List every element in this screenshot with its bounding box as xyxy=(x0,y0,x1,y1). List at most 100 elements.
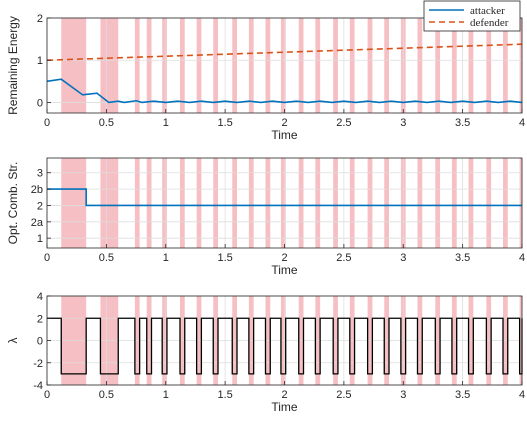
shaded-interval xyxy=(367,158,373,248)
x-tick-label: 2.5 xyxy=(336,389,351,401)
shaded-interval xyxy=(367,18,373,113)
x-tick-label: 2.5 xyxy=(336,117,351,129)
x-tick-label: 0.5 xyxy=(99,252,114,264)
shaded-interval xyxy=(486,18,492,113)
y-tick-label: 0 xyxy=(37,97,43,109)
shaded-interval xyxy=(248,158,254,248)
shaded-interval xyxy=(232,18,237,113)
x-tick-label: 4 xyxy=(519,389,525,401)
y-tick-label: 3 xyxy=(37,168,43,180)
shaded-interval xyxy=(451,18,457,113)
shaded-interval xyxy=(349,158,355,248)
y-axis-label: λ xyxy=(6,338,20,344)
y-tick-label: -2 xyxy=(33,358,43,370)
x-tick-label: 1 xyxy=(163,252,169,264)
shaded-interval xyxy=(134,158,140,248)
shaded-interval xyxy=(519,18,522,113)
x-tick-label: 1.5 xyxy=(217,389,232,401)
shaded-interval xyxy=(519,158,522,248)
x-tick-label: 2 xyxy=(281,252,287,264)
x-tick-label: 0.5 xyxy=(99,389,114,401)
shaded-interval xyxy=(213,158,218,248)
shaded-interval xyxy=(232,158,237,248)
x-tick-label: 3.5 xyxy=(455,117,470,129)
x-tick-label: 3 xyxy=(400,252,406,264)
y-tick-label: 4 xyxy=(37,291,43,303)
y-tick-label: 2b xyxy=(31,184,43,196)
shaded-interval xyxy=(248,18,254,113)
x-tick-label: 0 xyxy=(44,252,50,264)
shaded-interval xyxy=(486,158,492,248)
x-tick-label: 2 xyxy=(281,117,287,129)
legend-label-attacker: attacker xyxy=(470,5,505,17)
shaded-interval xyxy=(61,158,87,248)
shaded-interval xyxy=(417,158,423,248)
x-tick-label: 3 xyxy=(400,389,406,401)
x-axis-label: Time xyxy=(271,400,298,414)
series-line-attacker xyxy=(46,78,523,104)
shaded-interval xyxy=(298,18,304,113)
shaded-interval xyxy=(333,18,338,113)
shaded-interval xyxy=(435,158,441,248)
x-tick-label: 0 xyxy=(44,389,50,401)
shaded-interval xyxy=(61,18,87,113)
x-tick-label: 0 xyxy=(44,117,50,129)
shaded-interval xyxy=(349,18,355,113)
shaded-interval xyxy=(384,158,389,248)
subplot-3: 0 0.5 1 1.5 2 2.5 3 3.5 4 -4 -2 0 2 4 Time λ xyxy=(6,291,525,414)
shaded-interval xyxy=(180,158,185,248)
x-tick-label: 1 xyxy=(163,117,169,129)
shaded-interval xyxy=(162,158,167,248)
shaded-interval xyxy=(100,158,119,248)
shaded-interval xyxy=(435,18,441,113)
shaded-interval xyxy=(384,18,389,113)
x-tick-label: 1.5 xyxy=(217,117,232,129)
x-axis-label: Time xyxy=(271,263,298,277)
x-tick-label: 3.5 xyxy=(455,389,470,401)
shaded-interval xyxy=(213,18,218,113)
x-axis-label: Time xyxy=(271,128,298,142)
x-tick-label: 4 xyxy=(519,117,525,129)
legend-label-defender: defender xyxy=(470,17,509,29)
x-tick-label: 1.5 xyxy=(217,252,232,264)
shaded-interval xyxy=(265,18,271,113)
shaded-interval xyxy=(162,18,167,113)
y-tick-label: 1 xyxy=(37,233,43,245)
shaded-interval xyxy=(468,158,474,248)
y-tick-label: 0 xyxy=(37,336,43,348)
x-tick-label: 4 xyxy=(519,252,525,264)
shaded-interval xyxy=(503,18,508,113)
shaded-interval xyxy=(315,158,321,248)
shaded-interval xyxy=(180,18,185,113)
y-tick-label: 1 xyxy=(37,55,43,67)
x-tick-label: 3.5 xyxy=(455,252,470,264)
subplot-2: 0 0.5 1 1.5 2 2.5 3 3.5 4 1 2a 2 2b 3 Time Opt. Comb. S… xyxy=(6,157,525,277)
x-tick-label: 1 xyxy=(163,389,169,401)
shaded-interval xyxy=(333,158,338,248)
shaded-interval xyxy=(196,158,202,248)
y-axis-label: Remaining Energy xyxy=(6,16,20,115)
shaded-interval xyxy=(134,18,140,113)
shaded-interval xyxy=(315,18,321,113)
shaded-interval xyxy=(468,18,474,113)
series-line-2-1 xyxy=(47,188,522,207)
shaded-interval xyxy=(417,18,423,113)
shaded-interval xyxy=(265,158,271,248)
series-line-3-1 xyxy=(47,317,523,375)
shaded-interval xyxy=(280,18,286,113)
shaded-interval xyxy=(280,158,286,248)
shaded-interval xyxy=(146,18,152,113)
y-axis-label: Opt. Comb. Str. xyxy=(6,162,20,245)
x-tick-label: 0.5 xyxy=(99,117,114,129)
shaded-interval xyxy=(100,18,119,113)
shaded-interval xyxy=(196,18,202,113)
y-tick-label: 2 xyxy=(37,13,43,25)
shaded-interval xyxy=(298,158,304,248)
x-tick-label: 2.5 xyxy=(336,252,351,264)
legend-box xyxy=(423,0,521,32)
shaded-interval xyxy=(503,158,508,248)
x-tick-label: 2 xyxy=(281,389,287,401)
shaded-interval xyxy=(146,158,152,248)
